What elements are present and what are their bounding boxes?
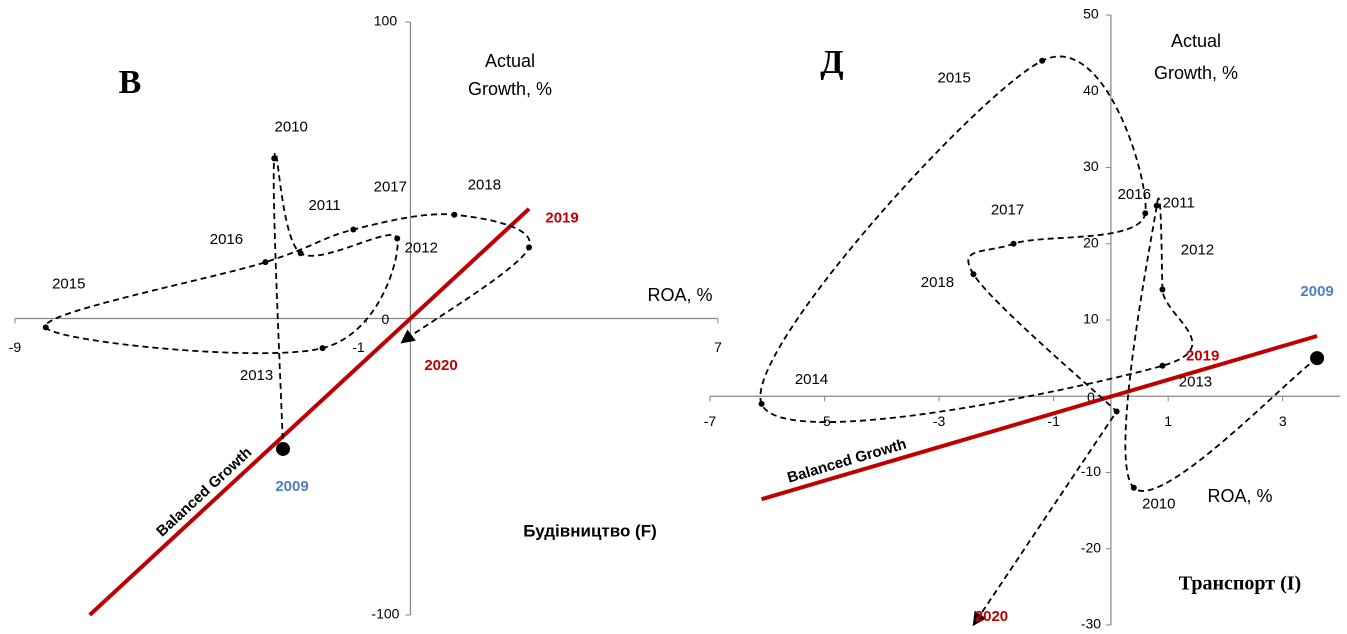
point-label: 2015: [52, 275, 85, 292]
point-label: 2018: [468, 177, 501, 194]
y-tick-label: -10: [1081, 463, 1101, 479]
x-tick-label: 3: [1279, 413, 1287, 429]
point: [1159, 362, 1166, 369]
point-label: 2011: [1163, 195, 1195, 212]
point-label: 2010: [1142, 496, 1175, 513]
point-label: 2009: [1300, 283, 1333, 300]
point: [350, 226, 357, 233]
y-tick-label: -30: [1081, 616, 1101, 632]
caption: Будівництво (F): [523, 521, 657, 540]
point: [1113, 408, 1120, 415]
y-tick-label: -100: [371, 606, 399, 622]
y-tick-label: 30: [1083, 158, 1099, 174]
point-label: 2020: [975, 608, 1008, 625]
x-axis-label: ROA, %: [1207, 486, 1272, 506]
y-tick-label: 20: [1083, 234, 1099, 250]
y-tick-label: -20: [1081, 539, 1101, 555]
point-label: 2019: [545, 209, 578, 226]
y-axis-label: Actual: [485, 51, 535, 71]
point: [42, 324, 49, 331]
balanced-line: [88, 207, 531, 617]
point: [297, 250, 304, 257]
y-axis-label: Actual: [1171, 31, 1221, 51]
y-tick-label: 40: [1083, 82, 1099, 98]
balanced-line: [760, 334, 1318, 502]
trajectory: [759, 55, 1318, 627]
point: [1159, 286, 1166, 293]
point-label: 2014: [795, 371, 828, 388]
y-axis-label: Growth, %: [1154, 63, 1238, 83]
x-tick-label: -1: [352, 339, 365, 355]
point-label: 2013: [240, 367, 273, 384]
point: [1310, 351, 1325, 366]
point: [1153, 202, 1160, 209]
balanced-label: Balanced Growth: [153, 444, 255, 540]
x-axis-label: ROA, %: [647, 285, 712, 305]
point-label: 2012: [1181, 241, 1214, 258]
point-label: 2016: [210, 231, 243, 248]
point-label: 2013: [1179, 374, 1212, 391]
point-label: 2010: [275, 118, 308, 135]
chart: -7 -5 -3 -1 1 3 -30 -20 -10 0 10 20 30 40 50 Д Транспорт…: [704, 6, 1340, 632]
point-label: 2009: [275, 478, 308, 495]
point: [319, 345, 326, 352]
trajectory: [44, 151, 531, 449]
point-label: 2017: [991, 202, 1024, 219]
x-tick-label: -7: [704, 413, 717, 429]
point: [1130, 484, 1137, 491]
y-tick-label: 0: [382, 311, 390, 327]
point: [1010, 240, 1017, 247]
point: [403, 336, 410, 343]
x-tick-label: -5: [818, 413, 831, 429]
chart-title: Д: [820, 44, 843, 81]
point-label: 2016: [1118, 186, 1151, 203]
point: [394, 235, 401, 242]
point: [526, 244, 533, 251]
x-tick-label: 1: [1164, 413, 1172, 429]
x-tick-label: 7: [714, 339, 722, 355]
point: [276, 441, 291, 456]
x-tick-label: -9: [9, 339, 22, 355]
point: [758, 400, 765, 407]
point-label: 2019: [1186, 347, 1219, 364]
point: [262, 259, 269, 266]
caption: Транспорт (І): [1179, 573, 1301, 595]
y-tick-label: 100: [374, 13, 398, 29]
point: [1039, 57, 1046, 64]
point-label: 2018: [921, 274, 954, 291]
point-label: 2017: [374, 179, 407, 196]
point-label: 2012: [405, 239, 438, 256]
point: [451, 211, 458, 218]
point-label: 2015: [937, 70, 970, 87]
point: [1142, 210, 1149, 217]
y-tick-label: 0: [1087, 389, 1095, 405]
point: [271, 155, 278, 162]
chart-title: В: [119, 64, 142, 101]
y-tick-label: 50: [1083, 6, 1099, 22]
chart: -9 -1 7 -100 0 100 В Будівництво (F) ROA, % Actua…: [9, 13, 722, 622]
point-label: 2011: [308, 197, 340, 214]
point: [970, 271, 977, 278]
y-tick-label: 10: [1083, 311, 1099, 327]
x-tick-label: -1: [1047, 413, 1060, 429]
y-axis-label: Growth, %: [468, 79, 552, 99]
x-tick-label: -3: [933, 413, 946, 429]
point-label: 2020: [424, 357, 457, 374]
